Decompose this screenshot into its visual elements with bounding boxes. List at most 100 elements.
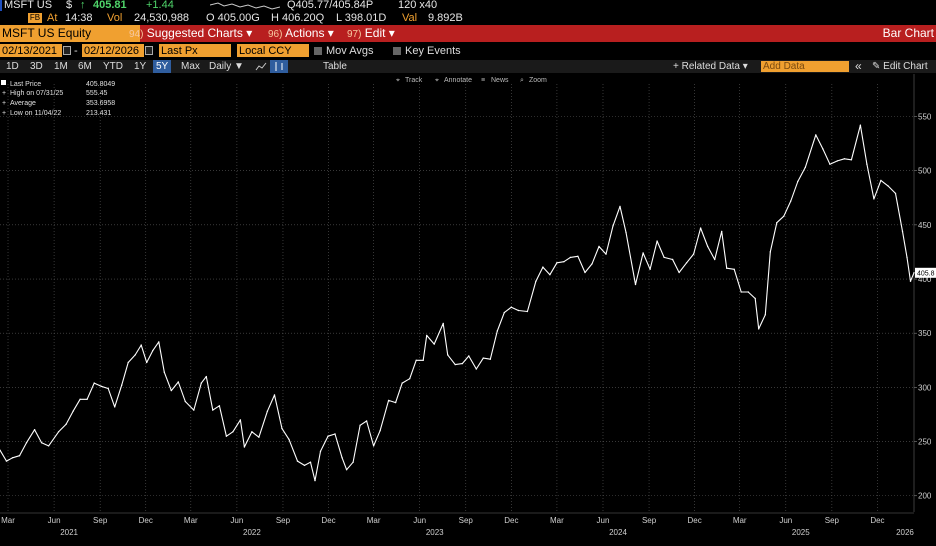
menu-number: 94) (129, 29, 144, 40)
price-point (642, 252, 644, 254)
price-point (685, 262, 688, 264)
periodicity-select[interactable]: Daily ▼ (209, 61, 244, 72)
annotate-icon[interactable]: ⌖ (435, 77, 439, 84)
track-tool[interactable]: Track (405, 77, 423, 84)
suggested-charts-menu[interactable]: 94) Suggested Charts ▾ (129, 25, 252, 43)
end-date-input[interactable]: 02/12/2026 (82, 44, 144, 57)
price-point (656, 240, 658, 242)
x-year-label: 2022 (243, 528, 261, 537)
range-ytd[interactable]: YTD (103, 61, 123, 72)
date-separator: - (74, 45, 78, 57)
add-data-input[interactable]: Add Data (761, 61, 849, 72)
price-point (577, 255, 579, 257)
calendar-icon[interactable] (145, 46, 153, 55)
price-point (758, 328, 760, 330)
price-point (850, 159, 853, 161)
price-point (447, 354, 449, 356)
table-button[interactable]: Table (323, 61, 347, 72)
security-field[interactable]: MSFT US Equity (0, 25, 140, 42)
price-point (873, 198, 875, 200)
price-point (526, 310, 529, 313)
x-month-label: Sep (93, 516, 108, 525)
last-price-tag-text: 405.8 (917, 270, 935, 277)
price-point (584, 271, 586, 274)
actions-menu[interactable]: 96) Actions ▾ (268, 25, 334, 43)
calendar-icon[interactable] (63, 46, 71, 55)
price-point (625, 231, 627, 234)
range-1y[interactable]: 1Y (134, 61, 147, 72)
line-chart-icon[interactable] (255, 61, 267, 72)
x-year-label: 2023 (426, 528, 444, 537)
price-field-select[interactable]: Last Px (159, 44, 231, 57)
price-point (797, 180, 799, 183)
chart-toolbar: 1D 3D 1M 6M YTD 1Y 5Y Max Daily ▼ Table … (0, 60, 936, 73)
range-max[interactable]: Max (181, 61, 200, 72)
price-chart[interactable]: Mar Jun Sep Dec Mar Jun Sep Dec Mar Jun Sep Dec Mar J… (0, 74, 936, 546)
price-point (542, 266, 544, 268)
legend-average-label: Average (10, 100, 36, 107)
price-point (288, 438, 290, 441)
price-point (387, 399, 390, 402)
mov-avgs-checkbox[interactable] (314, 47, 322, 55)
price-point (714, 258, 716, 261)
y-tick-label: 250 (918, 438, 932, 447)
price-point (894, 192, 897, 195)
price-point (107, 387, 109, 390)
legend-average-marker: + (2, 100, 6, 107)
key-events-checkbox[interactable] (393, 47, 401, 55)
related-data-menu[interactable]: + Related Data ▾ (673, 61, 748, 72)
edit-menu[interactable]: 97) Edit ▾ (347, 25, 395, 43)
track-icon[interactable]: ⌖ (396, 77, 400, 84)
key-events-label: Key Events (405, 45, 461, 57)
price-point (79, 398, 81, 400)
price-point (327, 435, 329, 437)
x-month-label: Mar (550, 516, 564, 525)
menu-number: 97) (347, 29, 362, 40)
y-tick-label: 450 (918, 221, 932, 230)
price-point (134, 354, 136, 356)
price-point (783, 215, 785, 217)
edit-chart-button[interactable]: ✎ Edit Chart (872, 61, 928, 72)
quote-ticker[interactable]: MSFT US (4, 0, 53, 11)
news-tool[interactable]: News (491, 77, 509, 84)
zoom-icon[interactable]: ⌕ (520, 77, 524, 84)
x-month-label: Mar (733, 516, 747, 525)
price-point (345, 469, 348, 471)
zoom-tool[interactable]: Zoom (529, 77, 547, 84)
price-point (829, 163, 831, 165)
news-icon[interactable]: ≡ (481, 77, 485, 84)
range-5y[interactable]: 5Y (153, 60, 172, 73)
x-month-label: Dec (139, 516, 153, 525)
price-point (394, 401, 397, 404)
exchange-badge: FB (28, 13, 42, 23)
start-date-input[interactable]: 02/13/2021 (0, 44, 62, 57)
x-month-label: Jun (230, 516, 243, 525)
quote-currency: $ (66, 0, 73, 11)
price-point (591, 263, 593, 265)
row-marker (0, 0, 2, 11)
annotate-tool[interactable]: Annotate (444, 77, 472, 84)
price-point (127, 361, 129, 364)
bar-chart-icon[interactable] (270, 60, 288, 73)
price-point (5, 460, 8, 462)
currency-select[interactable]: Local CCY (237, 44, 309, 57)
price-point (372, 445, 375, 447)
price-point (152, 349, 154, 352)
price-point (334, 433, 336, 435)
price-point (239, 419, 242, 421)
range-3d[interactable]: 3D (30, 61, 43, 72)
range-6m[interactable]: 6M (78, 61, 92, 72)
x-month-label: Jun (48, 516, 61, 525)
price-point (218, 405, 221, 407)
price-point (433, 343, 435, 345)
x-month-label: Dec (870, 516, 884, 525)
menu-number: 96) (268, 29, 283, 40)
x-year-label: 2024 (609, 528, 627, 537)
range-1m[interactable]: 1M (54, 61, 68, 72)
range-1d[interactable]: 1D (6, 61, 19, 72)
x-month-label: Sep (642, 516, 657, 525)
vol-label: Vol (107, 12, 123, 24)
legend-swatch[interactable] (1, 80, 6, 85)
collapse-icon[interactable]: « (855, 59, 862, 73)
chart-background (0, 74, 936, 546)
